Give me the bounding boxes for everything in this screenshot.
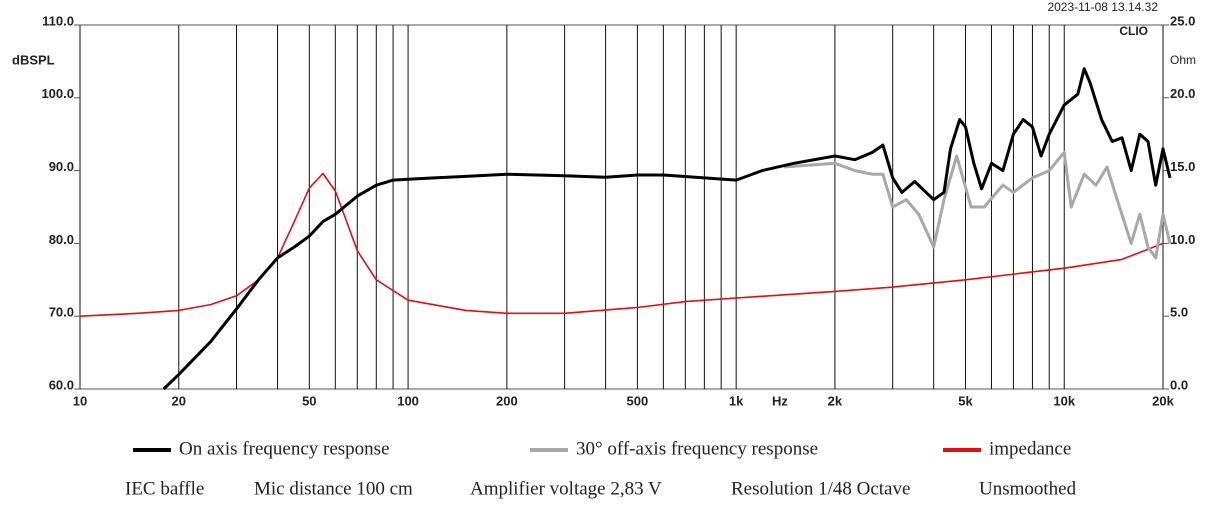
timestamp: 2023-11-08 13.14.32 (1047, 0, 1158, 14)
y-tick-label: 110.0 (42, 13, 74, 28)
x-tick-label: 5k (958, 393, 973, 408)
x-tick-label: 100 (397, 393, 419, 408)
y-tick-label: 70.0 (49, 305, 74, 320)
x-tick-label: 20k (1152, 393, 1174, 408)
y2-tick-label: 5.0 (1170, 305, 1188, 320)
x-tick-label: 10 (73, 393, 87, 408)
note: Amplifier voltage 2,83 V (470, 478, 662, 499)
y-axis-label: dBSPL (12, 52, 55, 67)
y2-tick-label: 15.0 (1170, 159, 1195, 174)
x-tick-label: 200 (496, 393, 518, 408)
x-tick-label: 2k (828, 393, 843, 408)
series-line (783, 150, 1172, 260)
y2-tick-label: 0.0 (1170, 377, 1188, 392)
legend-label: 30° off-axis frequency response (576, 438, 818, 459)
y2-tick-label: 20.0 (1170, 86, 1195, 101)
x-tick-label: 20 (172, 393, 186, 408)
note: IEC baffle (125, 478, 204, 499)
legend-label: impedance (989, 438, 1071, 459)
x-tick-label: 10k (1053, 393, 1075, 408)
series-line (162, 67, 1172, 391)
brand: CLIO (1119, 24, 1148, 38)
y-tick-label: 80.0 (49, 232, 74, 247)
y-tick-label: 90.0 (49, 159, 74, 174)
x-axis-label: Hz (772, 393, 788, 408)
note: Mic distance 100 cm (254, 478, 413, 499)
series-line (79, 172, 1164, 317)
legend-label: On axis frequency response (179, 438, 390, 459)
note: Resolution 1/48 Octave (731, 478, 910, 499)
x-tick-label: 500 (627, 393, 649, 408)
x-tick-label: 50 (302, 393, 316, 408)
plot-frame (79, 24, 1164, 390)
y2-tick-label: 10.0 (1170, 232, 1195, 247)
y2-tick-label: 25.0 (1170, 13, 1195, 28)
y-tick-label: 100.0 (41, 86, 74, 101)
x-tick-label: 1k (729, 393, 744, 408)
y2-axis-label: Ohm (1170, 53, 1196, 67)
note: Unsmoothed (979, 478, 1077, 499)
y-tick-label: 60.0 (49, 377, 74, 392)
